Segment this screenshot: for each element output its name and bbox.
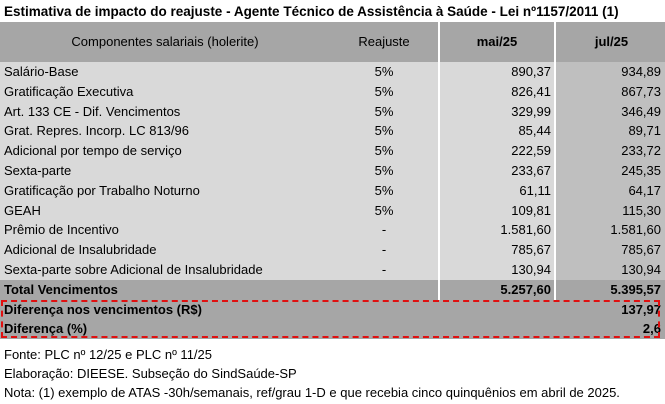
diferenca-pct-value: 2,6 (555, 319, 665, 340)
row-reajuste: 5% (330, 200, 439, 221)
row-mai: 130,94 (438, 259, 555, 280)
table-row: Sexta-parte sobre Adicional de Insalubri… (0, 259, 665, 280)
row-mai: 85,44 (438, 121, 555, 142)
table-row: Adicional de Insalubridade -785,67 785,67 (0, 240, 665, 260)
row-label: Salário-Base (0, 62, 330, 82)
row-reajuste: 5% (330, 180, 439, 201)
row-jul: 346,49 (554, 101, 665, 122)
total-reajuste (330, 279, 439, 300)
header-mai: mai/25 (438, 22, 555, 62)
row-jul: 233,72 (554, 141, 665, 161)
total-row: Total Vencimentos 5.257,60 5.395,57 (0, 279, 665, 300)
row-reajuste: - (330, 240, 439, 260)
row-jul: 64,17 (554, 180, 665, 201)
diferenca-valor-row: Diferença nos vencimentos (R$) 137,97 (0, 299, 665, 320)
row-mai: 329,99 (438, 101, 555, 122)
row-mai: 890,37 (438, 62, 555, 82)
row-jul: 934,89 (554, 62, 665, 82)
row-jul: 1.581,60 (554, 220, 665, 241)
row-reajuste: 5% (330, 160, 439, 181)
row-label: Adicional de Insalubridade (0, 240, 330, 260)
row-label: Grat. Repres. Incorp. LC 813/96 (0, 121, 330, 142)
header-jul: jul/25 (554, 22, 665, 62)
table-row: Salário-Base 5% 890,37 934,89 (0, 62, 665, 82)
table-row: GEAH 5% 109,81 115,30 (0, 200, 665, 221)
table-row: Grat. Repres. Incorp. LC 813/96 5% 85,44 89… (0, 121, 665, 142)
row-reajuste: 5% (330, 141, 439, 161)
table-row: Gratificação por Trabalho Noturno 5% 61,11… (0, 180, 665, 201)
row-label: Sexta-parte (0, 160, 330, 181)
row-reajuste: 5% (330, 121, 439, 142)
note-fonte: Fonte: PLC nº 12/25 e PLC nº 11/25 (4, 347, 212, 362)
row-label: Art. 133 CE - Dif. Vencimentos (0, 101, 330, 122)
row-mai: 233,67 (438, 160, 555, 181)
total-mai: 5.257,60 (438, 279, 555, 300)
row-reajuste: 5% (330, 62, 439, 82)
row-label: Sexta-parte sobre Adicional de Insalubri… (0, 259, 330, 280)
header-reajuste: Reajuste (330, 22, 439, 62)
row-reajuste: - (330, 220, 439, 241)
row-jul: 89,71 (554, 121, 665, 142)
row-mai: 61,11 (438, 180, 555, 201)
row-jul: 130,94 (554, 259, 665, 280)
table-row: Gratificação Executiva 5% 826,41 867,73 (0, 81, 665, 102)
row-label: Gratificação por Trabalho Noturno (0, 180, 330, 201)
row-mai: 222,59 (438, 141, 555, 161)
row-jul: 867,73 (554, 81, 665, 102)
row-reajuste: 5% (330, 81, 439, 102)
diferenca-pct-label: Diferença (%) (0, 319, 330, 340)
total-label: Total Vencimentos (0, 279, 330, 300)
row-mai: 826,41 (438, 81, 555, 102)
row-label: GEAH (0, 200, 330, 221)
table-header-row: Componentes salariais (holerite) Reajust… (0, 22, 665, 62)
note-nota: Nota: (1) exemplo de ATAS -30h/semanais,… (4, 385, 620, 400)
row-jul: 245,35 (554, 160, 665, 181)
table-body: Salário-Base 5% 890,37 934,89 Gratificação E… (0, 62, 665, 280)
note-elaboracao: Elaboração: DIEESE. Subseção do SindSaúd… (4, 366, 297, 381)
total-jul: 5.395,57 (554, 279, 665, 300)
row-reajuste: - (330, 259, 439, 280)
table-row: Sexta-parte 5% 233,67 245,35 (0, 160, 665, 181)
notes: Fonte: PLC nº 12/25 e PLC nº 11/25 Elabo… (4, 345, 620, 402)
row-mai: 1.581,60 (438, 220, 555, 241)
row-mai: 109,81 (438, 200, 555, 221)
diferenca-pct-row: Diferença (%) 2,6 (0, 319, 665, 340)
table-row: Prêmio de Incentivo -1.581,60 1.581,60 (0, 220, 665, 241)
table-title: Estimativa de impacto do reajuste - Agen… (4, 4, 619, 19)
row-reajuste: 5% (330, 101, 439, 122)
row-mai: 785,67 (438, 240, 555, 260)
salary-table: Componentes salariais (holerite) Reajust… (0, 22, 665, 340)
row-label: Prêmio de Incentivo (0, 220, 330, 241)
header-componentes: Componentes salariais (holerite) (0, 22, 330, 62)
row-label: Adicional por tempo de serviço (0, 141, 330, 161)
table-row: Art. 133 CE - Dif. Vencimentos 5% 329,99 34… (0, 101, 665, 122)
diferenca-valor-label: Diferença nos vencimentos (R$) (0, 299, 330, 320)
row-label: Gratificação Executiva (0, 81, 330, 102)
row-jul: 115,30 (554, 200, 665, 221)
row-jul: 785,67 (554, 240, 665, 260)
table-row: Adicional por tempo de serviço 5% 222,59 23… (0, 141, 665, 161)
diferenca-valor-value: 137,97 (555, 299, 665, 320)
